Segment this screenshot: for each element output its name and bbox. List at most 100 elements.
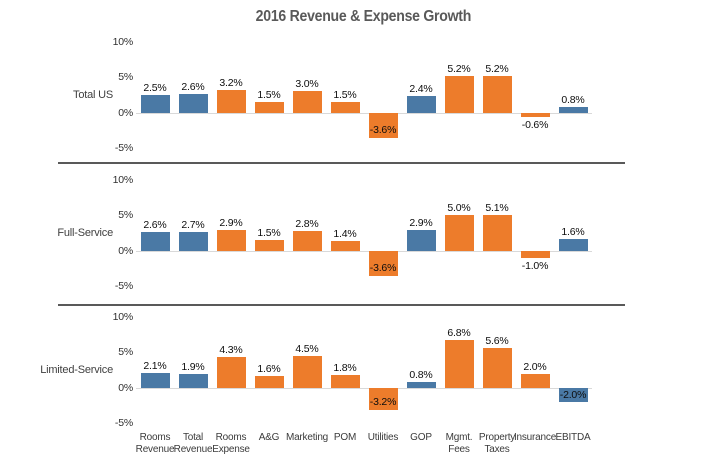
bar-insurance (520, 112, 550, 117)
bar-total-revenue (178, 94, 208, 113)
category-label-utilities: Utilities (367, 432, 399, 443)
value-label-mgmt-fees: 5.2% (447, 62, 471, 75)
value-label-insurance: -1.0% (521, 259, 549, 272)
bar-gop (406, 95, 436, 113)
value-label-gop: 2.9% (409, 217, 433, 230)
value-label-gop: 2.4% (409, 82, 433, 95)
bar-ebitda (558, 107, 588, 113)
value-label-insurance: -0.6% (521, 118, 549, 131)
bar-pom (330, 102, 360, 113)
value-label-total-revenue: 1.9% (181, 361, 205, 374)
bar-rooms-expense (216, 90, 246, 113)
bar-marketing (292, 91, 322, 113)
value-label-rooms-revenue: 2.5% (143, 82, 167, 94)
value-label-mgmt-fees: 6.8% (447, 326, 471, 339)
bar-rooms-revenue (140, 95, 170, 113)
y-tick-label: 10% (112, 36, 134, 48)
bar-ebitda (558, 387, 588, 402)
bar-utilities (368, 387, 398, 411)
category-label-rooms-expense: Rooms Expense (212, 432, 250, 455)
y-tick-label: 5% (118, 346, 133, 359)
row-label-limited-service: Limited-Service (40, 364, 113, 376)
row-label-full-service: Full-Service (57, 227, 113, 239)
value-label-utilities: -3.6% (369, 124, 397, 137)
bar-rooms-revenue (140, 232, 170, 251)
y-tick-label: 0% (118, 244, 133, 257)
value-label-insurance: 2.0% (523, 360, 547, 373)
y-tick-label: -5% (114, 417, 133, 429)
bar-gop (406, 382, 436, 388)
bar-property-taxes (482, 214, 512, 251)
category-label-mgmt-fees: Mgmt. Fees (445, 432, 473, 455)
bar-insurance (520, 250, 550, 258)
value-label-ebitda: 0.8% (561, 94, 585, 106)
row-label-total-us: Total US (73, 89, 113, 101)
y-tick-label: 0% (118, 381, 133, 394)
bar-mgmt-fees (444, 75, 474, 113)
bar-marketing (292, 355, 322, 388)
bar-a-g (254, 240, 284, 251)
value-label-total-revenue: 2.7% (181, 218, 205, 231)
category-label-pom: POM (333, 432, 357, 443)
y-tick-label: 10% (112, 311, 134, 323)
y-tick-label: -5% (114, 280, 133, 292)
bar-mgmt-fees (444, 339, 474, 388)
value-label-total-revenue: 2.6% (181, 81, 205, 94)
value-label-a-g: 1.5% (257, 89, 281, 102)
value-label-property-taxes: 5.1% (485, 201, 509, 214)
bar-a-g (254, 102, 284, 113)
value-label-property-taxes: 5.6% (485, 335, 509, 348)
bar-property-taxes (482, 75, 512, 113)
value-label-ebitda: -2.0% (559, 388, 587, 401)
bar-rooms-expense (216, 230, 246, 251)
y-tick-label: 0% (118, 106, 133, 119)
value-label-utilities: -3.2% (369, 396, 397, 409)
value-label-pom: 1.8% (333, 361, 357, 374)
chart-title-text: 2016 Revenue & Expense Growth (255, 8, 471, 25)
bar-insurance (520, 373, 550, 388)
bar-gop (406, 230, 436, 251)
category-label-total-revenue: Total Revenue (173, 432, 213, 455)
bar-ebitda (558, 239, 588, 251)
bar-total-revenue (178, 231, 208, 251)
value-label-rooms-revenue: 2.1% (143, 359, 167, 372)
category-label-ebitda: EBITDA (555, 432, 591, 443)
category-label-rooms-revenue: Rooms Revenue (135, 432, 175, 455)
bar-rooms-expense (216, 357, 246, 388)
bar-property-taxes (482, 348, 512, 388)
category-label-insurance: Insurance (513, 432, 557, 443)
value-label-marketing: 3.0% (295, 78, 319, 91)
value-label-rooms-expense: 2.9% (219, 217, 243, 230)
category-label-a-g: A&G (258, 432, 280, 443)
value-label-rooms-expense: 3.2% (219, 77, 243, 90)
panel-separator-2 (58, 304, 625, 306)
zero-axis-line (136, 387, 592, 389)
value-label-rooms-expense: 4.3% (219, 344, 243, 357)
bar-pom (330, 240, 360, 251)
value-label-marketing: 4.5% (295, 342, 319, 355)
y-tick-label: -5% (114, 142, 133, 154)
panel-limited-service: Limited-Service 10% 5% 0% -5% 2.1% 1.9% 4.3% 1.6… (0, 311, 726, 429)
panel-separator-1 (58, 162, 625, 164)
bar-a-g (254, 376, 284, 388)
chart-title: 2016 Revenue & Expense Growth (0, 8, 726, 26)
value-label-utilities: -3.6% (369, 262, 397, 275)
y-tick-label: 5% (118, 209, 133, 222)
value-label-property-taxes: 5.2% (485, 62, 509, 75)
zero-axis-line (136, 250, 592, 252)
bar-rooms-revenue (140, 372, 170, 388)
panel-total-us: Total US 10% 5% 0% -5% 2.5% 2.6% 3.2% 1.5% 3.0% 1.… (0, 36, 726, 154)
value-label-gop: 0.8% (409, 369, 433, 381)
panel-full-service: Full-Service 10% 5% 0% -5% 2.6% 2.7% 2.9% 1.5% 2.… (0, 174, 726, 292)
value-label-a-g: 1.5% (257, 227, 281, 240)
bar-total-revenue (178, 374, 208, 388)
value-label-ebitda: 1.6% (561, 226, 585, 239)
category-label-marketing: Marketing (285, 432, 329, 443)
bar-marketing (292, 230, 322, 251)
category-label-property-taxes: Property Taxes (478, 432, 516, 455)
bar-mgmt-fees (444, 215, 474, 251)
bar-pom (330, 374, 360, 388)
value-label-marketing: 2.8% (295, 217, 319, 230)
value-label-rooms-revenue: 2.6% (143, 219, 167, 232)
